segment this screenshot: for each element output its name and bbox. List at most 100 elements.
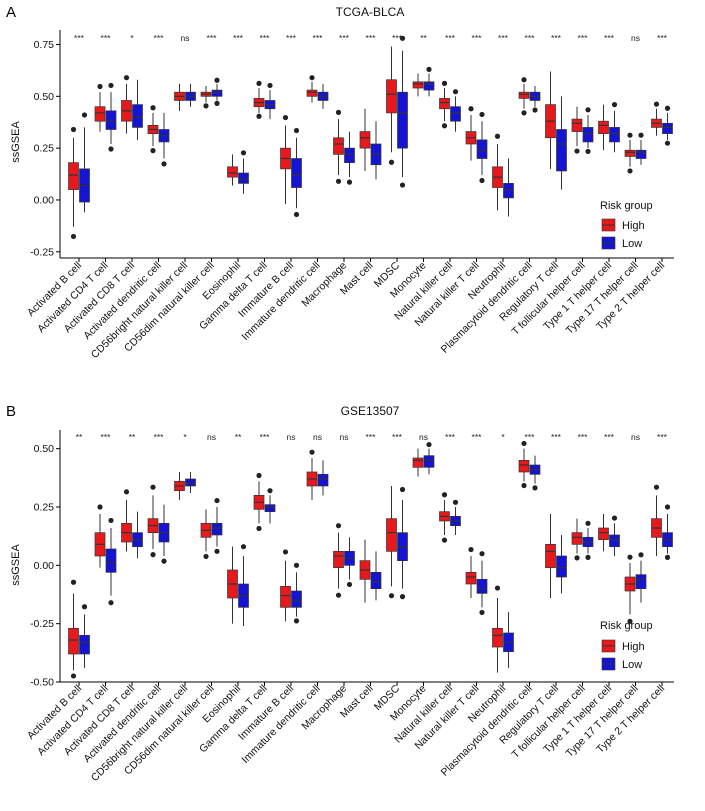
outlier-point (161, 161, 167, 167)
outlier-point (441, 492, 448, 498)
significance-label: *** (207, 33, 218, 43)
outlier-point (335, 178, 342, 184)
panel-b-legend-title: Risk group (600, 620, 653, 632)
outlier-point (441, 537, 448, 543)
box-high (359, 131, 371, 149)
outlier-point (256, 525, 262, 532)
outlier-point (574, 555, 580, 561)
significance-label: *** (445, 33, 456, 43)
outlier-point (335, 109, 342, 115)
significance-label: *** (233, 33, 244, 43)
box-high (518, 91, 530, 99)
box-low (423, 81, 435, 91)
outlier-point (214, 77, 220, 83)
outlier-point (97, 504, 103, 510)
outlier-point (97, 83, 103, 90)
box-high (227, 166, 238, 178)
outlier-point (399, 182, 406, 188)
outlier-point (282, 114, 289, 121)
outlier-point (653, 101, 660, 107)
box-high (412, 457, 424, 468)
box-high (439, 98, 450, 110)
significance-label: *** (657, 33, 668, 43)
box-low (450, 106, 461, 122)
outlier-point (399, 594, 406, 600)
outlier-point (627, 554, 633, 560)
panel-b-legend-label-high: High (622, 641, 645, 653)
outlier-point (627, 618, 633, 624)
outlier-point (653, 484, 660, 490)
significance-label: *** (604, 432, 615, 442)
outlier-point (574, 148, 580, 154)
box-high (333, 550, 344, 569)
outlier-point (346, 179, 353, 185)
outlier-point (479, 177, 485, 184)
box-low (344, 147, 355, 164)
outlier-point (150, 148, 156, 154)
outlier-point (585, 148, 591, 155)
outlier-point (494, 133, 501, 139)
box-high (545, 543, 556, 569)
y-tick-label: 0.50 (34, 443, 55, 455)
y-tick-label: -0.50 (30, 677, 54, 689)
significance-label: ns (340, 432, 349, 442)
significance-label: *** (366, 33, 377, 43)
significance-label: *** (154, 33, 165, 43)
significance-label: *** (101, 432, 112, 442)
outlier-point (399, 35, 406, 41)
outlier-point (256, 113, 262, 119)
outlier-point (346, 581, 353, 588)
significance-label: *** (366, 432, 377, 442)
outlier-point (664, 105, 671, 111)
outlier-point (123, 489, 130, 495)
panel-a-legend-title: Risk group (600, 200, 653, 212)
outlier-point (70, 126, 77, 133)
panel-a-letter: A (6, 4, 16, 21)
box-high (571, 118, 583, 132)
significance-label: ns (419, 432, 428, 442)
significance-label: *** (657, 432, 668, 442)
outlier-point (150, 484, 156, 490)
outlier-point (214, 548, 220, 554)
outlier-point (388, 159, 395, 165)
y-tick-label: 0.25 (34, 143, 55, 155)
outlier-point (452, 499, 459, 505)
significance-label: ns (287, 432, 296, 442)
significance-label: * (183, 432, 187, 442)
outlier-point (108, 82, 114, 89)
outlier-point (532, 107, 538, 113)
box-low (211, 522, 223, 536)
box-high (333, 137, 344, 155)
box-low (556, 555, 567, 578)
outlier-point (108, 600, 114, 606)
outlier-point (150, 105, 156, 111)
box-high (492, 627, 503, 648)
significance-label: ns (631, 432, 640, 442)
outlier-point (70, 579, 77, 585)
box-low (291, 158, 302, 188)
significance-label: *** (445, 432, 456, 442)
significance-label: *** (154, 432, 165, 442)
significance-label: ** (129, 432, 136, 442)
y-tick-label: 0.00 (34, 560, 55, 572)
outlier-point (521, 440, 527, 447)
panel-b-legend: Risk group High Low (600, 620, 653, 671)
outlier-point (293, 562, 300, 568)
outlier-point (309, 449, 315, 455)
box-low (211, 89, 223, 97)
outlier-point (335, 523, 342, 529)
outlier-point (388, 593, 395, 599)
outlier-point (479, 111, 485, 118)
box-low (291, 590, 302, 608)
outlier-point (611, 515, 618, 521)
box-high (386, 79, 397, 114)
panel-a-legend-label-high: High (622, 220, 645, 232)
panel-a-legend: Risk group High Low (600, 200, 653, 250)
panel-b-y-axis-title: ssGSEA (10, 544, 22, 586)
significance-label: *** (472, 432, 483, 442)
box-low (609, 127, 620, 143)
significance-label: *** (551, 33, 562, 43)
outlier-point (638, 132, 644, 138)
